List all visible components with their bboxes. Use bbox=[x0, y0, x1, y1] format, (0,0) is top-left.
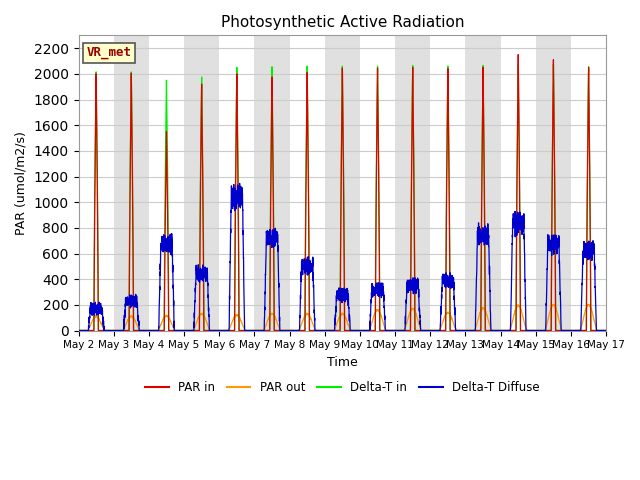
Text: VR_met: VR_met bbox=[86, 46, 131, 60]
Bar bbox=[536, 36, 571, 331]
Y-axis label: PAR (umol/m2/s): PAR (umol/m2/s) bbox=[15, 131, 28, 235]
Bar bbox=[395, 36, 430, 331]
Bar bbox=[324, 36, 360, 331]
Title: Photosynthetic Active Radiation: Photosynthetic Active Radiation bbox=[221, 15, 464, 30]
Bar bbox=[254, 36, 289, 331]
Legend: PAR in, PAR out, Delta-T in, Delta-T Diffuse: PAR in, PAR out, Delta-T in, Delta-T Dif… bbox=[140, 376, 545, 398]
Bar bbox=[465, 36, 500, 331]
Bar bbox=[184, 36, 220, 331]
Bar bbox=[114, 36, 149, 331]
X-axis label: Time: Time bbox=[327, 356, 358, 369]
